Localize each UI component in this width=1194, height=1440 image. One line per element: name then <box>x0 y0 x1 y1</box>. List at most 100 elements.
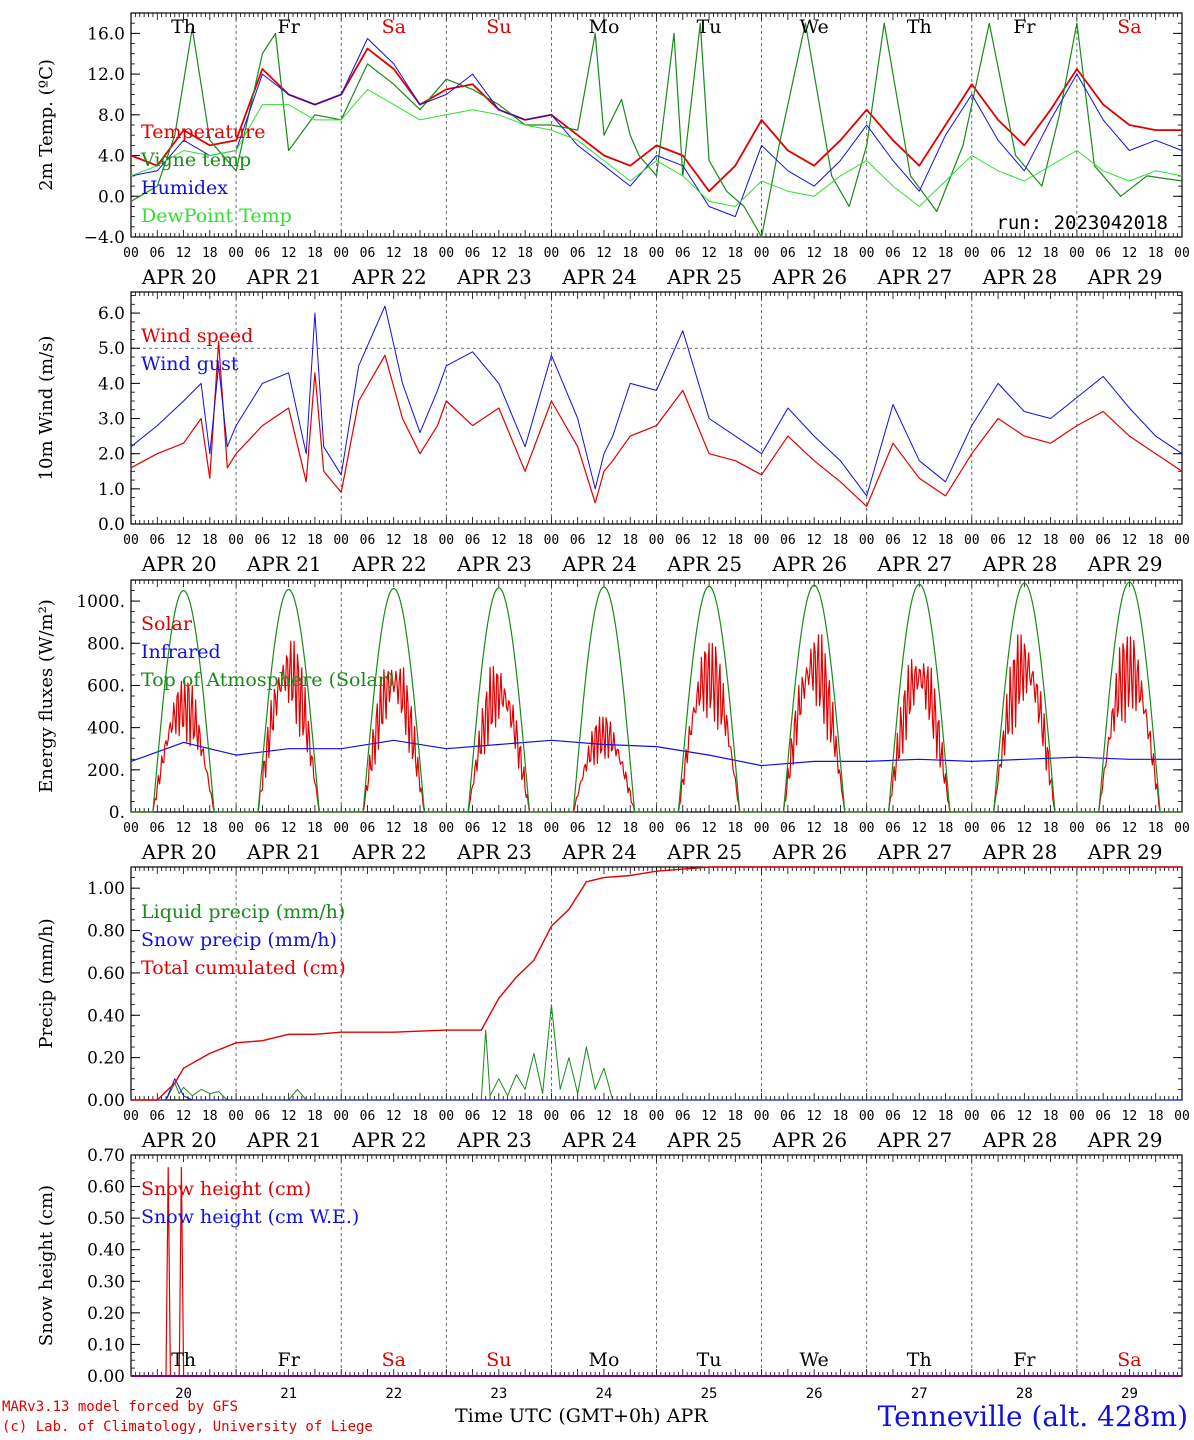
hour-tick-label: 06 <box>675 1109 691 1124</box>
day-label: APR 24 <box>561 840 637 864</box>
y-axis-label: 2m Temp. (ºC) <box>36 59 57 191</box>
hour-tick-label: 00 <box>1069 533 1085 548</box>
hour-tick-label: 06 <box>465 533 481 548</box>
hour-tick-label: 00 <box>544 821 560 836</box>
hour-tick-label: 12 <box>176 533 192 548</box>
y-tick-label: 0.20 <box>87 1304 125 1324</box>
day-label: APR 25 <box>666 1128 742 1152</box>
series-line-snow-precip-mm-h- <box>131 1078 1182 1101</box>
hour-tick-label: 00 <box>333 246 349 261</box>
hour-tick-label: 06 <box>255 533 271 548</box>
legend-entry: Snow precip (mm/h) <box>141 929 337 951</box>
weekday-label: Th <box>907 16 932 38</box>
legend-entry: Vigne temp <box>140 149 251 171</box>
hour-tick-label: 06 <box>780 533 796 548</box>
hour-tick-label: 18 <box>622 246 638 261</box>
series-line-wind-gust <box>130 305 1183 497</box>
y-tick-label: 0.30 <box>87 1272 125 1292</box>
day-label: APR 26 <box>771 1128 847 1152</box>
hour-tick-label: 18 <box>517 246 533 261</box>
day-label: APR 23 <box>456 1128 532 1152</box>
hour-tick-label: 18 <box>1043 533 1059 548</box>
hour-tick-label: 06 <box>570 821 586 836</box>
hour-tick-label: 06 <box>465 1109 481 1124</box>
day-label: APR 23 <box>456 552 532 576</box>
hour-tick-label: 18 <box>517 533 533 548</box>
hour-tick-label: 00 <box>438 246 454 261</box>
run-label: run: 2023042018 <box>996 212 1168 234</box>
legend-entry: Solar <box>141 613 193 635</box>
hour-tick-label: 00 <box>1069 1109 1085 1124</box>
hour-tick-label: 18 <box>517 1109 533 1124</box>
hour-tick-label: 18 <box>517 821 533 836</box>
day-number-label: 29 <box>1121 1386 1138 1402</box>
hour-tick-label: 06 <box>360 821 376 836</box>
y-tick-label: 16.0 <box>87 24 125 44</box>
hour-tick-label: 18 <box>307 246 323 261</box>
hour-tick-label: 06 <box>255 1109 271 1124</box>
day-label: APR 25 <box>666 265 742 289</box>
hour-tick-label: 00 <box>438 533 454 548</box>
y-tick-label: 200. <box>87 761 125 781</box>
hour-tick-label: 12 <box>596 246 612 261</box>
hour-tick-label: 12 <box>596 533 612 548</box>
hour-tick-label: 18 <box>1043 1109 1059 1124</box>
hour-tick-label: 12 <box>1017 1109 1033 1124</box>
hour-tick-label: 18 <box>938 821 954 836</box>
hour-tick-label: 00 <box>333 533 349 548</box>
hour-tick-label: 12 <box>806 821 822 836</box>
hour-tick-label: 00 <box>1069 246 1085 261</box>
hour-tick-label: 06 <box>675 821 691 836</box>
hour-tick-label: 06 <box>1095 821 1111 836</box>
hour-tick-label: 00 <box>544 1109 560 1124</box>
legend-entry: Wind speed <box>141 325 253 347</box>
hour-tick-label: 18 <box>412 821 428 836</box>
hour-tick-label: 06 <box>255 246 271 261</box>
day-label: APR 21 <box>246 265 322 289</box>
hour-tick-label: 00 <box>1174 246 1190 261</box>
hour-tick-label: 00 <box>859 533 875 548</box>
day-label: APR 29 <box>1087 552 1163 576</box>
weekday-label: Th <box>171 16 196 38</box>
hour-tick-label: 12 <box>1017 533 1033 548</box>
hour-tick-label: 12 <box>281 533 297 548</box>
day-label: APR 27 <box>876 1128 952 1152</box>
day-number-label: 28 <box>1016 1386 1033 1402</box>
hour-tick-label: 18 <box>307 821 323 836</box>
x-axis-time-label: Time UTC (GMT+0h) <box>455 1405 661 1427</box>
hour-tick-label: 18 <box>307 533 323 548</box>
plot-frame-0 <box>130 12 1183 238</box>
hour-tick-label: 12 <box>911 821 927 836</box>
series-line-liquid-precip-mm-h- <box>131 1004 1182 1101</box>
weekday-label: Th <box>171 1349 196 1371</box>
hour-tick-label: 06 <box>885 533 901 548</box>
hour-tick-label: 12 <box>386 533 402 548</box>
hour-tick-label: 00 <box>123 246 139 261</box>
hour-tick-label: 12 <box>806 246 822 261</box>
legend-entry: Snow height (cm) <box>141 1178 311 1200</box>
day-label: APR 26 <box>771 265 847 289</box>
day-label: APR 28 <box>982 552 1058 576</box>
hour-tick-label: 18 <box>727 1109 743 1124</box>
day-label: APR 23 <box>456 265 532 289</box>
hour-tick-label: 06 <box>360 1109 376 1124</box>
day-label: APR 27 <box>876 265 952 289</box>
hour-tick-label: 18 <box>833 821 849 836</box>
day-label: APR 28 <box>982 840 1058 864</box>
hour-tick-label: 00 <box>1069 821 1085 836</box>
hour-tick-label: 18 <box>622 821 638 836</box>
series-line-top-of-atmosphere-solar- <box>131 581 1182 813</box>
weekday-label: We <box>800 1349 829 1371</box>
hour-tick-label: 18 <box>938 533 954 548</box>
series-line-total-cumulated-cm- <box>131 866 1182 1101</box>
y-axis-label: 10m Wind (m/s) <box>36 336 57 481</box>
day-number-label: 22 <box>385 1386 402 1402</box>
hour-tick-label: 00 <box>228 533 244 548</box>
y-tick-label: 0.20 <box>87 1049 125 1069</box>
model-credit: MARv3.13 model forced by GFS <box>2 1399 239 1415</box>
hour-tick-label: 00 <box>964 533 980 548</box>
hour-tick-label: 06 <box>149 1109 165 1124</box>
weekday-label: Th <box>907 1349 932 1371</box>
day-label: APR 24 <box>561 265 637 289</box>
day-label: APR 26 <box>771 552 847 576</box>
